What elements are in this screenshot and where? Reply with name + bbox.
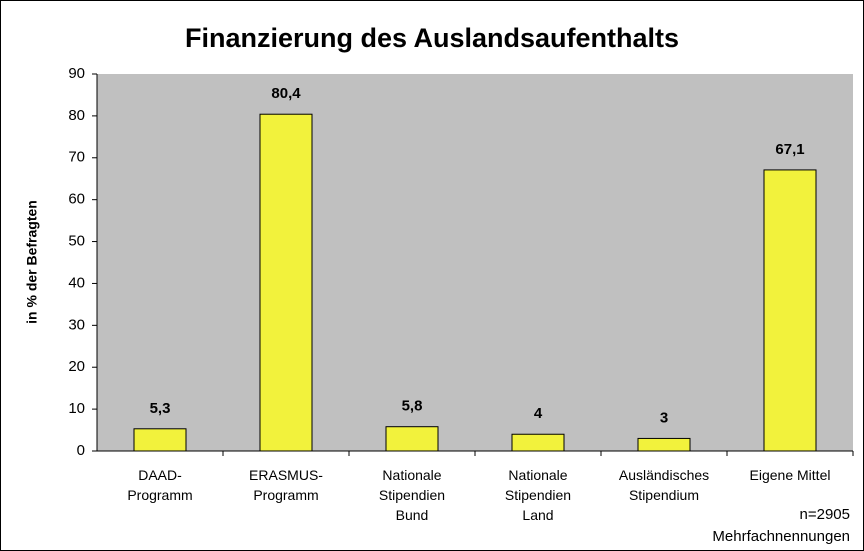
- x-tick-line: DAAD-: [138, 467, 182, 483]
- y-tick-label: 40: [68, 274, 85, 291]
- bar: [637, 437, 691, 452]
- x-tick-label: DAAD- Programm: [127, 467, 192, 503]
- plot-area: [97, 74, 853, 451]
- annotation: Mehrfachnennungen: [712, 528, 850, 545]
- x-tick-label: Eigene Mittel: [750, 467, 831, 483]
- x-tick-label: ERASMUS- Programm: [249, 467, 323, 503]
- y-tick-label: 50: [68, 233, 85, 250]
- x-tick-label: Nationale Stipendien Land: [505, 467, 571, 523]
- x-tick-line: Programm: [127, 487, 192, 503]
- x-tick-line: Eigene Mittel: [750, 467, 831, 483]
- x-tick-label: Ausländisches Stipendium: [619, 467, 709, 503]
- y-tick-label: 10: [68, 400, 85, 417]
- y-axis-label: in % der Befragten: [24, 200, 40, 324]
- x-tick-line: Bund: [396, 507, 429, 523]
- bar: [259, 113, 313, 452]
- value-label: 5,3: [150, 400, 171, 417]
- y-tick-label: 30: [68, 316, 85, 333]
- x-tick-line: Nationale: [382, 467, 441, 483]
- x-tick-line: Stipendium: [629, 487, 699, 503]
- x-tick-line: Nationale: [508, 467, 567, 483]
- value-label: 4: [534, 405, 543, 422]
- bar: [763, 169, 817, 452]
- y-tick-label: 80: [68, 107, 85, 124]
- x-tick-line: Land: [522, 507, 553, 523]
- x-tick-line: ERASMUS-: [249, 467, 323, 483]
- y-tick-label: 20: [68, 358, 85, 375]
- x-tick-line: Ausländisches: [619, 467, 709, 483]
- x-tick-line: Stipendien: [379, 487, 445, 503]
- value-label: 3: [660, 409, 668, 426]
- y-tick-label: 70: [68, 149, 85, 166]
- y-tick-label: 60: [68, 191, 85, 208]
- y-tick-label: 90: [68, 65, 85, 82]
- x-tick-label: Nationale Stipendien Bund: [379, 467, 445, 523]
- bar: [511, 433, 565, 452]
- value-label: 80,4: [271, 85, 301, 102]
- value-label: 67,1: [775, 141, 804, 158]
- x-tick-line: Programm: [253, 487, 318, 503]
- y-tick-label: 0: [77, 442, 85, 459]
- value-label: 5,8: [402, 398, 423, 415]
- bar: [385, 426, 439, 452]
- annotation: n=2905: [800, 506, 850, 523]
- x-tick-line: Stipendien: [505, 487, 571, 503]
- bar: [133, 428, 187, 452]
- chart-title: Finanzierung des Auslandsaufenthalts: [185, 23, 679, 53]
